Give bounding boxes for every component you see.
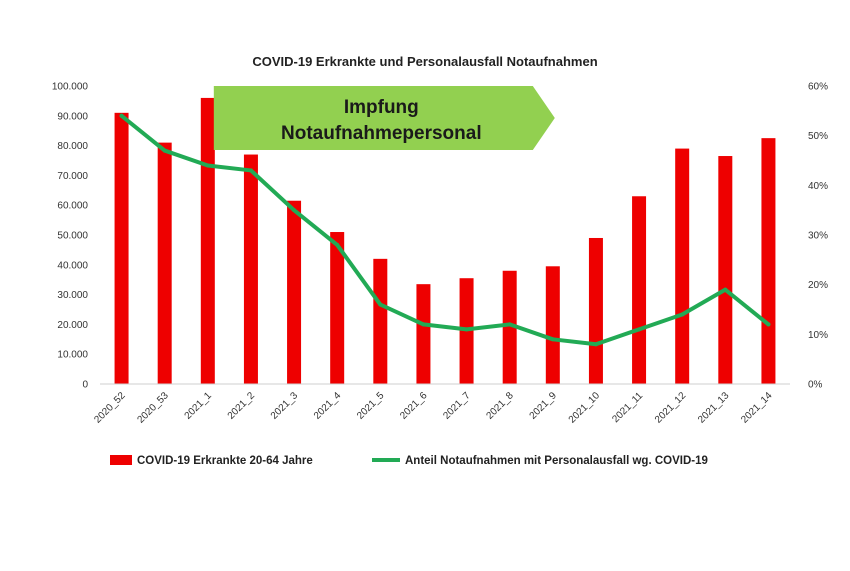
x-tick-label: 2021_10 <box>567 390 603 426</box>
x-tick-label: 2020_52 <box>92 390 128 426</box>
bar <box>416 284 431 384</box>
annotation-label-line1: Impfung <box>344 97 419 118</box>
x-tick-label: 2020_53 <box>135 390 171 426</box>
y-left-tick-label: 90.000 <box>57 111 88 122</box>
x-tick-label: 2021_1 <box>183 390 215 422</box>
y-left-tick-label: 60.000 <box>57 201 88 212</box>
annotation-arrow <box>213 86 555 150</box>
line-point <box>723 287 728 292</box>
y-left-tick-label: 100.000 <box>52 82 89 93</box>
x-tick-label: 2021_9 <box>528 390 560 422</box>
y-right-tick-label: 40% <box>808 181 828 192</box>
bar <box>157 142 172 384</box>
y-right-tick-label: 10% <box>808 330 828 341</box>
y-right-tick-label: 0% <box>808 380 823 391</box>
line-point <box>464 327 469 332</box>
bar <box>330 232 345 384</box>
bar <box>502 270 517 384</box>
y-left-tick-label: 0 <box>82 380 88 391</box>
legend-label-line: Anteil Notaufnahmen mit Personalausfall … <box>405 455 708 467</box>
bar <box>718 156 733 384</box>
x-tick-label: 2021_8 <box>484 390 516 422</box>
annotation-label-line2: Notaufnahmepersonal <box>281 123 482 144</box>
line-point <box>421 322 426 327</box>
bar <box>675 148 690 384</box>
x-tick-label: 2021_6 <box>398 390 430 422</box>
y-left-tick-label: 10.000 <box>57 350 88 361</box>
bar <box>114 112 129 384</box>
bar <box>373 258 388 384</box>
bar <box>545 266 560 384</box>
y-right-tick-label: 50% <box>808 131 828 142</box>
y-right-tick-label: 60% <box>808 82 828 93</box>
y-left-tick-label: 40.000 <box>57 260 88 271</box>
bar <box>632 196 647 384</box>
line-point <box>378 302 383 307</box>
line-point <box>205 163 210 168</box>
bar <box>243 154 258 384</box>
y-left-tick-label: 50.000 <box>57 231 88 242</box>
legend-swatch-bars <box>110 455 132 465</box>
x-tick-label: 2021_4 <box>312 390 344 422</box>
line-point <box>766 322 771 327</box>
line-point <box>248 168 253 173</box>
x-tick-label: 2021_2 <box>226 390 258 422</box>
bar <box>287 200 302 384</box>
y-right-tick-label: 20% <box>808 280 828 291</box>
x-tick-label: 2021_14 <box>739 390 775 426</box>
y-left-tick-label: 30.000 <box>57 290 88 301</box>
line-point <box>593 342 598 347</box>
y-left-tick-label: 80.000 <box>57 141 88 152</box>
y-left-tick-label: 70.000 <box>57 171 88 182</box>
line-point <box>550 337 555 342</box>
line-series <box>119 113 771 347</box>
line-point <box>335 242 340 247</box>
x-tick-label: 2021_11 <box>610 390 645 425</box>
line-point <box>162 148 167 153</box>
legend-label-bars: COVID-19 Erkrankte 20-64 Jahre <box>137 455 313 467</box>
x-tick-label: 2021_7 <box>441 390 473 422</box>
bar <box>761 138 776 384</box>
x-tick-label: 2021_5 <box>355 390 387 422</box>
line-point <box>680 312 685 317</box>
line-point <box>507 322 512 327</box>
chart-title: COVID-19 Erkrankte und Personalausfall N… <box>252 54 597 69</box>
y-left-tick-label: 20.000 <box>57 320 88 331</box>
line-point <box>292 208 297 213</box>
x-tick-label: 2021_3 <box>269 390 301 422</box>
line-point <box>637 327 642 332</box>
bar <box>200 97 215 385</box>
y-right-tick-label: 30% <box>808 231 828 242</box>
bar <box>588 237 603 384</box>
x-tick-label: 2021_12 <box>653 390 689 426</box>
x-tick-label: 2021_13 <box>696 390 732 426</box>
line-point <box>119 113 124 118</box>
